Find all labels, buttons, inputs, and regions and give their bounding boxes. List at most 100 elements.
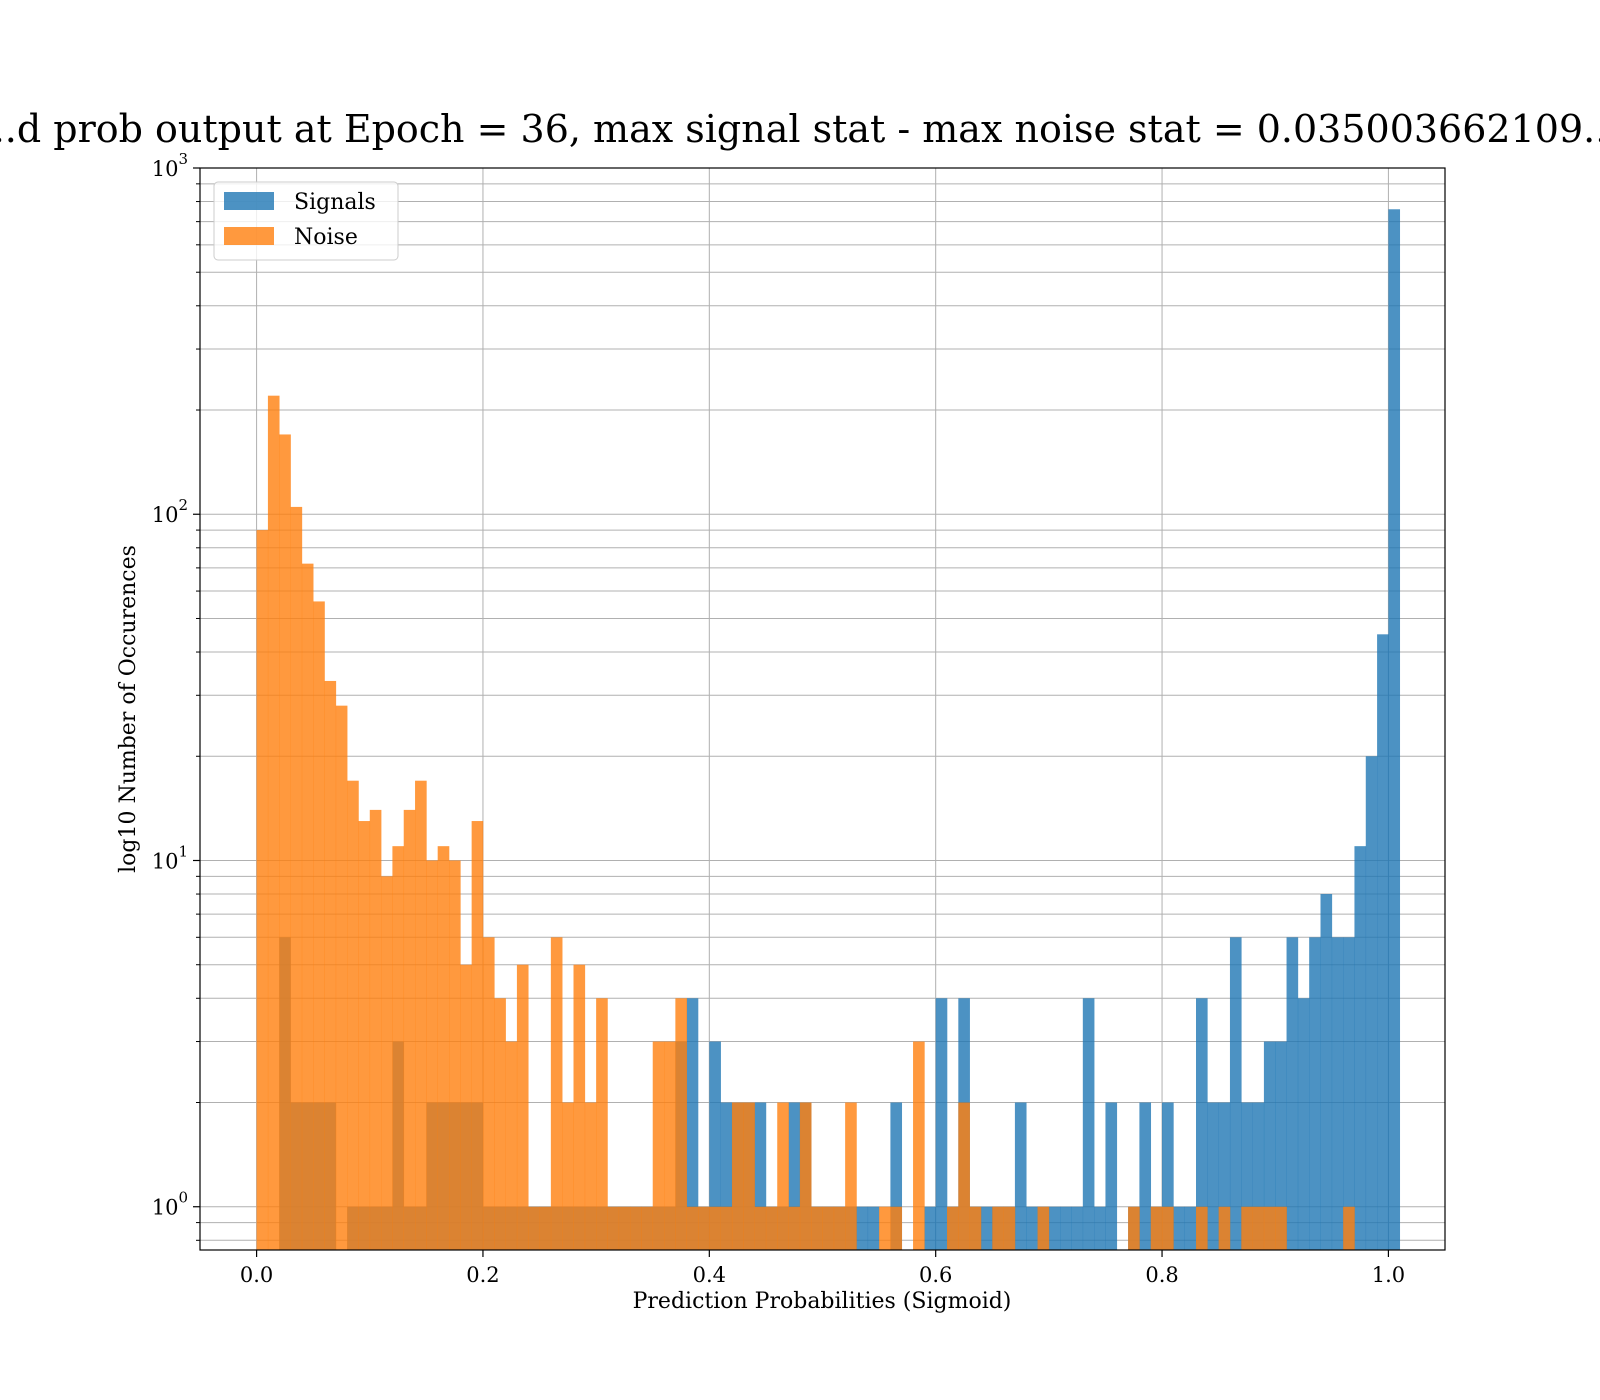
bar-noise <box>607 1206 620 1250</box>
bar-noise <box>335 705 348 1250</box>
legend-label-signals: Signals <box>294 190 376 215</box>
bar-noise <box>720 1206 733 1250</box>
axis-ticks: 0.0 0.2 0.4 0.6 0.8 1.0 100 101 102 103 <box>152 150 1405 1287</box>
bar-signals <box>924 1206 936 1250</box>
bar-signals <box>1343 937 1355 1250</box>
bar-noise <box>913 1041 925 1250</box>
bar-signals <box>980 1206 993 1250</box>
bar-noise <box>709 1206 721 1250</box>
y-axis-label: log10 Number of Occurences <box>116 545 141 873</box>
x-tick-label: 0.8 <box>1145 1263 1178 1287</box>
bar-signals <box>1309 937 1321 1250</box>
bar-noise <box>890 1206 903 1250</box>
bar-signals <box>935 998 948 1250</box>
bar-noise <box>426 860 438 1250</box>
bar-signals <box>1297 998 1310 1250</box>
bar-signals <box>1207 1102 1219 1250</box>
series-noise <box>256 395 1355 1250</box>
bar-signals <box>1365 756 1378 1250</box>
bar-noise <box>822 1206 835 1250</box>
bar-noise <box>1263 1206 1276 1250</box>
bar-noise <box>731 1102 744 1250</box>
y-tick-label: 101 <box>152 842 188 873</box>
bar-noise <box>392 846 405 1250</box>
bar-signals <box>1162 1102 1174 1250</box>
bar-noise <box>618 1206 631 1250</box>
bar-signals <box>709 1041 721 1250</box>
legend-label-noise: Noise <box>294 225 358 250</box>
bar-signals <box>1331 937 1344 1250</box>
bar-noise <box>845 1102 857 1250</box>
bar-noise <box>1196 1206 1208 1250</box>
bar-signals <box>1014 1102 1027 1250</box>
bar-noise <box>652 1041 665 1250</box>
bar-noise <box>1218 1206 1231 1250</box>
bar-signals <box>1354 846 1367 1250</box>
bar-noise <box>958 1102 970 1250</box>
x-tick-label: 1.0 <box>1372 1263 1405 1287</box>
bar-signals <box>1094 1206 1106 1250</box>
bar-signals <box>890 1102 903 1250</box>
bar-signals <box>1218 1102 1231 1250</box>
bar-noise <box>811 1206 823 1250</box>
legend: Signals Noise <box>213 181 399 261</box>
bar-noise <box>313 601 325 1250</box>
bar-noise <box>743 1102 755 1250</box>
bar-signals <box>867 1206 880 1250</box>
bar-noise <box>754 1206 767 1250</box>
bar-signals <box>1048 1206 1061 1250</box>
bar-noise <box>460 964 472 1250</box>
bar-noise <box>686 1206 699 1250</box>
bar-noise <box>301 563 314 1250</box>
chart-title: ...d prob output at Epoch = 36, max sign… <box>0 107 1600 151</box>
bar-signals <box>856 1206 869 1250</box>
bar-noise <box>630 1206 642 1250</box>
bar-noise <box>675 998 687 1250</box>
bar-signals <box>1388 209 1401 1250</box>
bar-noise <box>641 1206 654 1250</box>
bar-signals <box>1173 1206 1185 1250</box>
bar-noise <box>358 821 371 1250</box>
bar-signals <box>1060 1206 1072 1250</box>
bar-noise <box>1241 1206 1253 1250</box>
bar-noise <box>528 1206 540 1250</box>
x-tick-label: 0.0 <box>240 1263 273 1287</box>
bar-signals <box>1229 937 1242 1250</box>
bar-noise <box>562 1102 574 1250</box>
bar-noise <box>788 1206 801 1250</box>
bar-signals <box>1241 1102 1253 1250</box>
bar-noise <box>573 964 586 1250</box>
bar-signals <box>1275 1041 1287 1250</box>
bar-noise <box>1162 1206 1174 1250</box>
bar-noise <box>1150 1206 1163 1250</box>
histogram-bars <box>256 209 1401 1250</box>
bar-noise <box>1252 1206 1265 1250</box>
legend-swatch-signals <box>224 192 274 210</box>
bar-signals <box>1071 1206 1084 1250</box>
bar-signals <box>1026 1206 1038 1250</box>
y-tick-label: 103 <box>152 150 188 181</box>
bar-noise <box>516 964 529 1250</box>
bar-signals <box>686 998 699 1250</box>
bar-noise <box>1003 1206 1016 1250</box>
bar-noise <box>347 780 359 1250</box>
bar-signals <box>1105 1102 1118 1250</box>
x-axis-label: Prediction Probabilities (Sigmoid) <box>633 1289 1012 1314</box>
bar-noise <box>482 937 495 1250</box>
bar-noise <box>1128 1206 1140 1250</box>
bar-noise <box>664 1041 676 1250</box>
x-tick-label: 0.6 <box>919 1263 952 1287</box>
bar-signals <box>1377 634 1389 1250</box>
bar-signals <box>754 1102 767 1250</box>
bar-noise <box>584 1102 597 1250</box>
bar-signals <box>1184 1206 1197 1250</box>
x-tick-label: 0.4 <box>693 1263 726 1287</box>
bar-signals <box>788 1102 801 1250</box>
bar-noise <box>505 1041 518 1250</box>
bar-noise <box>415 780 427 1250</box>
bar-noise <box>449 860 461 1250</box>
bar-noise <box>833 1206 846 1250</box>
bar-noise <box>369 809 382 1250</box>
bar-noise <box>267 395 280 1250</box>
